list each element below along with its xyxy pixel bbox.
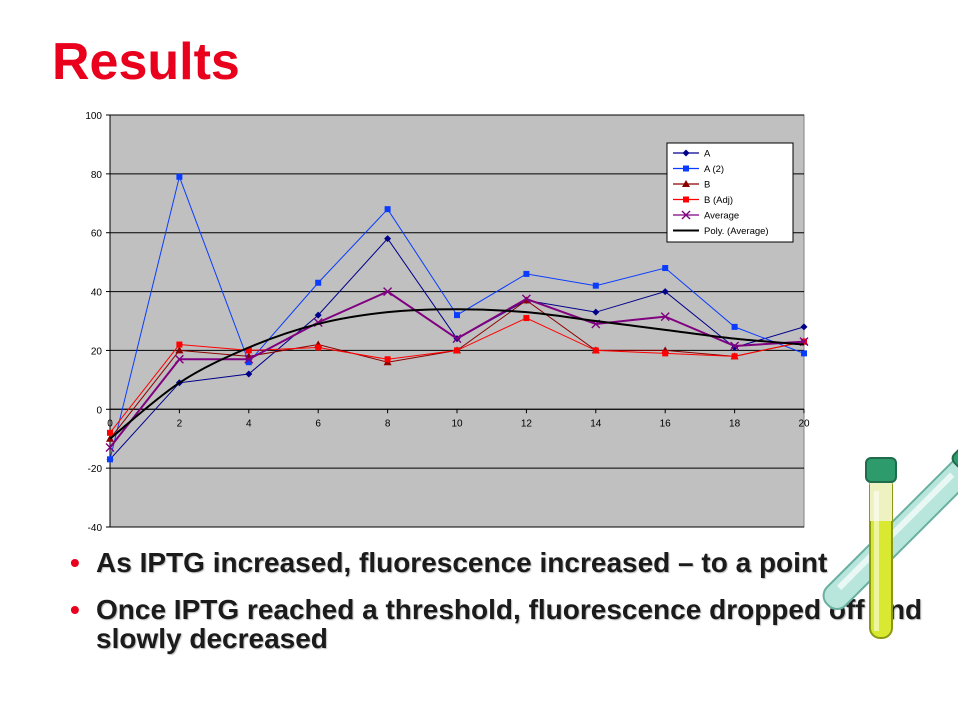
x-tick-label: 12: [521, 418, 533, 429]
legend: A A (2) B B (Adj) Average Poly. (Average): [666, 142, 794, 243]
legend-marker: [682, 149, 690, 157]
data-point: [730, 341, 740, 351]
data-point: [245, 359, 252, 366]
data-point: [105, 443, 115, 453]
data-point: [384, 356, 391, 363]
data-point: [521, 294, 531, 304]
bullet-item: • Once IPTG reached a threshold, fluoresc…: [70, 595, 950, 653]
bullet-list: • As IPTG increased, fluorescence increas…: [70, 548, 950, 671]
legend-label: Average: [704, 211, 739, 222]
data-point: [523, 270, 530, 277]
series-layer: [105, 173, 809, 463]
x-tick-label: 8: [385, 418, 391, 429]
x-tick-label: 16: [660, 418, 672, 429]
data-point: [244, 354, 254, 364]
legend-marker: [682, 180, 690, 187]
data-point: [660, 312, 670, 322]
data-point: [107, 456, 113, 463]
y-tick-label: 100: [85, 111, 102, 122]
data-point: [383, 287, 393, 297]
data-point: [245, 347, 252, 354]
data-point: [731, 353, 738, 360]
legend-label: B (Adj): [704, 195, 733, 206]
bullet-marker: •: [70, 547, 80, 578]
bullet-marker: •: [70, 594, 80, 625]
x-tick-label: 6: [315, 418, 321, 429]
data-point: [592, 347, 599, 354]
legend-label: A (2): [704, 164, 724, 175]
data-point: [384, 206, 391, 213]
legend-box: [666, 142, 794, 243]
x-tick-label: 2: [177, 418, 183, 429]
data-point: [592, 282, 599, 289]
series-average: [105, 287, 809, 453]
x-tick-label: 18: [729, 418, 741, 429]
y-tick-label: 0: [96, 405, 102, 416]
legend-item: B (Adj): [673, 195, 733, 206]
axes: -40 -20 0 20 40 60 80 100 0 2 4 6 8 10 12 14 16 18 20: [85, 111, 810, 534]
data-point: [314, 311, 322, 319]
series-poly-average: [109, 308, 805, 440]
x-tick-label: 0: [107, 418, 113, 429]
line-chart: -40 -20 0 20 40 60 80 100 0 2 4 6 8 10 12 14 16 18 20 A A (…: [85, 111, 810, 534]
legend-marker: [683, 165, 689, 172]
legend-label: A: [704, 149, 711, 160]
legend-marker: [683, 196, 689, 203]
data-point: [174, 354, 184, 364]
slide-title: Results: [52, 33, 240, 91]
legend-item: A (2): [673, 164, 724, 175]
test-tubes-icon: [822, 438, 958, 639]
y-tick-label: -20: [88, 464, 103, 475]
series-a-2: [107, 173, 807, 463]
data-point: [801, 350, 807, 357]
legend-item: B: [673, 180, 710, 191]
legend-label: B: [704, 180, 710, 191]
data-point: [800, 323, 808, 331]
data-point: [107, 429, 113, 436]
data-point: [384, 235, 392, 243]
legend-marker: [681, 210, 691, 220]
x-tick-label: 14: [590, 418, 602, 429]
data-point: [662, 350, 669, 357]
x-tick-label: 10: [451, 418, 463, 429]
bullet-item: • As IPTG increased, fluorescence increas…: [70, 548, 950, 577]
y-tick-label: 80: [91, 170, 103, 181]
data-point: [175, 346, 184, 354]
bullet-text: As IPTG increased, fluorescence increase…: [96, 547, 828, 578]
data-point: [176, 173, 183, 180]
x-tick-label: 20: [798, 418, 810, 429]
legend-item: Average: [673, 211, 739, 222]
data-point: [315, 344, 322, 351]
data-point: [245, 370, 253, 378]
data-point: [731, 323, 738, 330]
bullet-text: Once IPTG reached a threshold, fluoresce…: [96, 594, 923, 654]
data-point: [315, 279, 322, 286]
y-tick-label: 60: [91, 229, 103, 240]
data-point: [592, 308, 600, 316]
y-tick-label: 20: [91, 346, 103, 357]
y-tick-label: 40: [91, 288, 103, 299]
data-point: [176, 341, 183, 348]
data-point: [454, 347, 460, 354]
data-point: [661, 288, 669, 296]
legend-item: A: [673, 149, 711, 160]
tube-front: [865, 457, 897, 639]
data-point: [452, 334, 462, 344]
legend-label: Poly. (Average): [704, 226, 769, 237]
data-point: [523, 315, 530, 322]
y-tick-label: -40: [88, 523, 103, 534]
data-point: [454, 312, 460, 319]
legend-item: Poly. (Average): [673, 226, 769, 237]
trendline: [109, 308, 805, 440]
data-point: [662, 265, 669, 272]
x-tick-label: 4: [246, 418, 252, 429]
